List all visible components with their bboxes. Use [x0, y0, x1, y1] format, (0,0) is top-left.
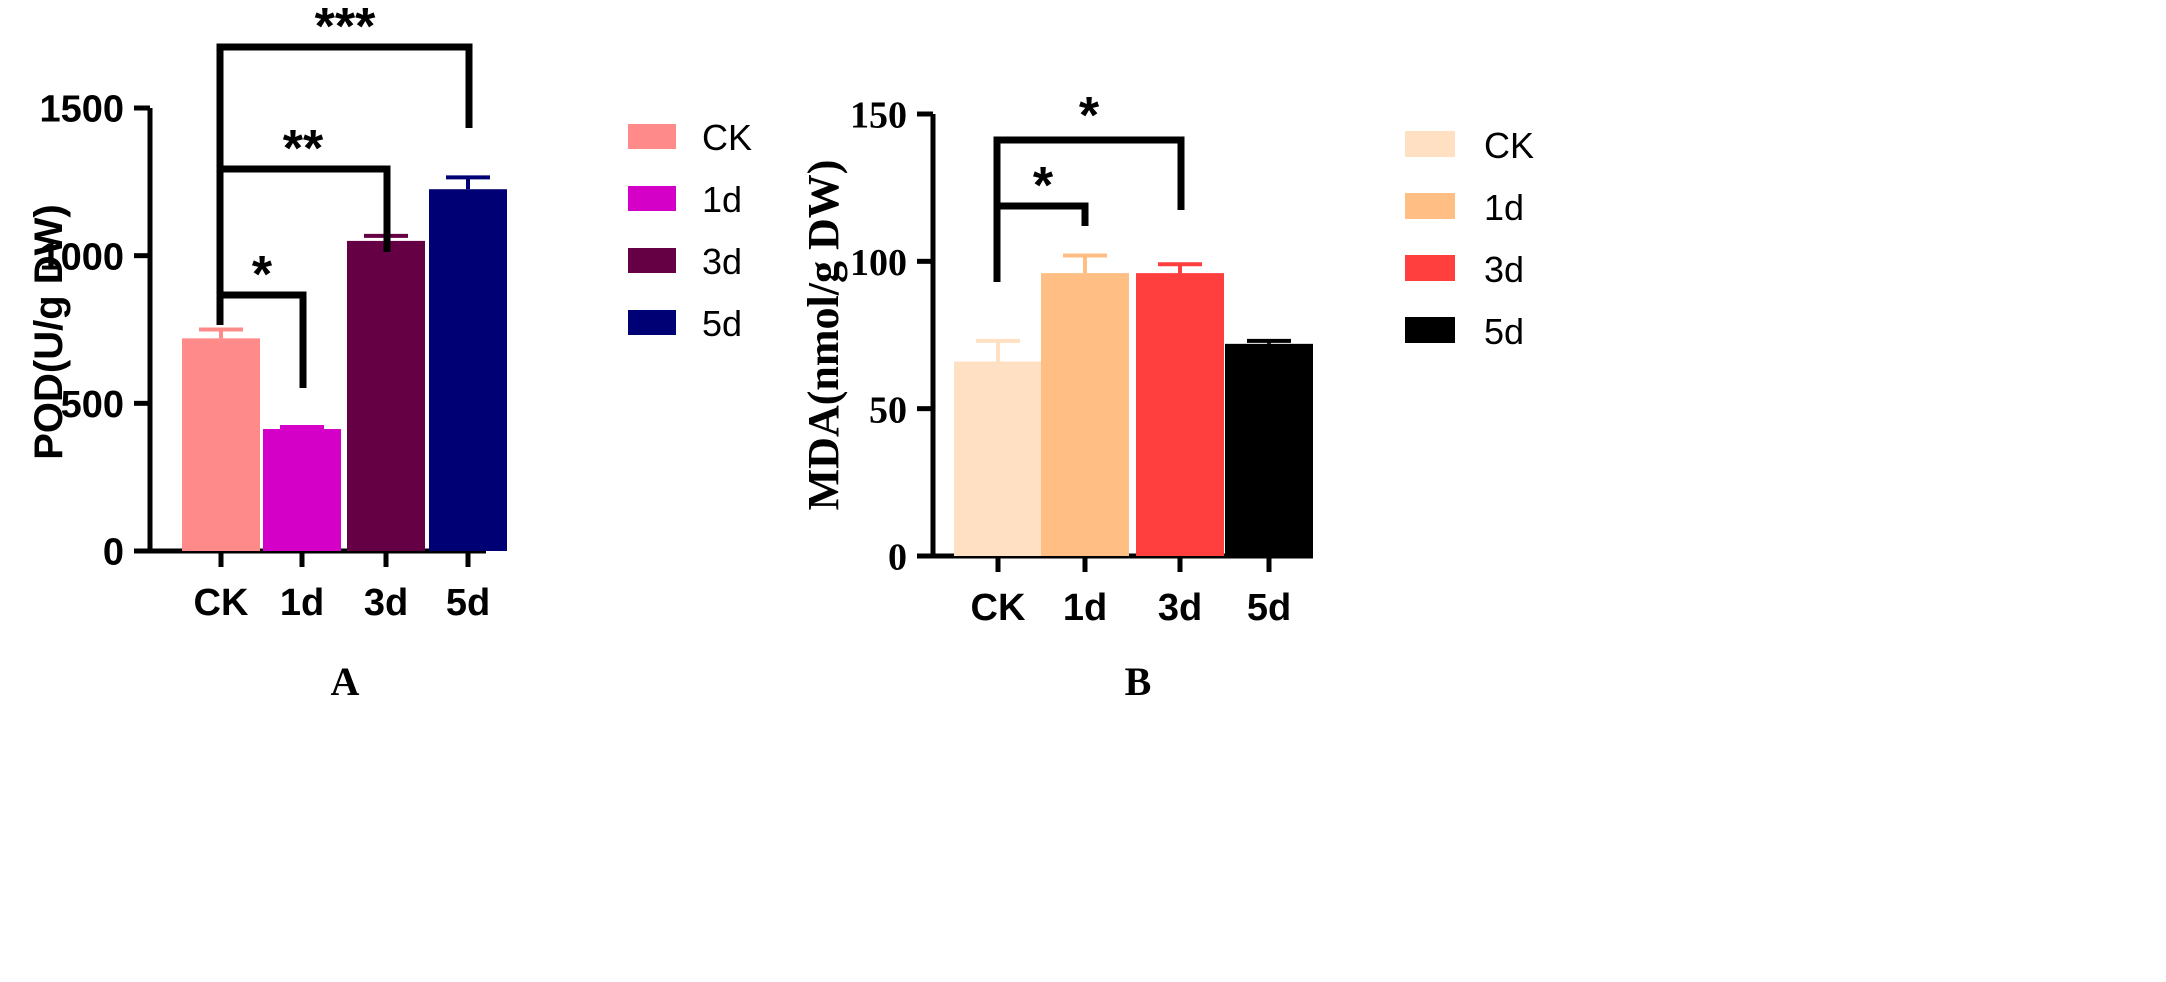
panel-b-legend-label-ck: CK — [1484, 125, 1534, 166]
a-y-tick-label: 1500 — [39, 89, 124, 131]
panel-a-legend-swatch-3d — [628, 248, 676, 273]
panel-a-legend-swatch-1d — [628, 186, 676, 211]
panel-b-legend-swatch-5d — [1405, 317, 1455, 343]
b-bar-5d — [1225, 343, 1313, 556]
panel-a-legend-label-ck: CK — [702, 117, 752, 158]
b-x-tick-label-ck: CK — [971, 587, 1026, 629]
panel-a-y-ticks: 0 500 1000 1500 — [39, 89, 150, 574]
panel-b-label: B — [1125, 659, 1152, 704]
a-bar-1d — [263, 429, 341, 551]
panel-a-legend-label-1d: 1d — [702, 179, 742, 220]
panel-a: POD(U/g DW) 0 500 1000 1500 CK 1d 3d 5d * ** *… — [27, 0, 752, 704]
b-y-tick-label: 50 — [869, 389, 907, 431]
panel-b-legend-swatch-ck — [1405, 131, 1455, 157]
b-y-tick-label: 0 — [888, 537, 907, 579]
b-x-tick-label-5d: 5d — [1247, 587, 1291, 629]
b-bar-1d — [1041, 273, 1129, 556]
panel-b-legend-swatch-1d — [1405, 193, 1455, 219]
panel-a-bracket-ck-3d — [216, 165, 391, 295]
panel-a-bracket-ck-5d — [216, 43, 473, 169]
a-x-tick-label-ck: CK — [194, 582, 249, 624]
panel-a-sig-label-1d: * — [252, 246, 273, 304]
panel-b-ylabel: MDA(nmol/g DW) — [799, 160, 848, 511]
a-bar-ck — [182, 338, 260, 551]
panel-a-legend-swatch-5d — [628, 310, 676, 335]
panel-a-legend-label-3d: 3d — [702, 241, 742, 282]
panel-b-sig-label-3d: * — [1079, 87, 1100, 145]
panel-a-bars — [182, 189, 507, 551]
panel-a-x-ticks: CK 1d 3d 5d — [194, 551, 490, 624]
panel-a-legend: CK 1d 3d 5d — [628, 117, 752, 344]
panel-b-legend-label-1d: 1d — [1484, 187, 1524, 228]
a-bar-3d — [347, 240, 425, 551]
panel-a-significance — [216, 43, 473, 388]
panel-b: MDA(nmol/g DW) 0 50 100 150 CK 1d 3d 5d * * CK… — [799, 87, 1534, 704]
a-x-tick-label-5d: 5d — [446, 582, 490, 624]
a-bar-5d — [429, 189, 507, 551]
panel-b-y-ticks: 0 50 100 150 — [850, 95, 933, 579]
a-x-tick-label-3d: 3d — [364, 582, 408, 624]
panel-b-significance — [993, 136, 1185, 282]
panel-b-bracket-ck-1d — [993, 202, 1089, 282]
a-y-tick-label: 500 — [61, 384, 124, 426]
panel-b-x-ticks: CK 1d 3d 5d — [971, 556, 1291, 629]
panel-b-legend-label-3d: 3d — [1484, 249, 1524, 290]
panel-b-sig-label-1d: * — [1033, 157, 1054, 215]
panel-b-legend-swatch-3d — [1405, 255, 1455, 281]
panel-a-legend-label-5d: 5d — [702, 303, 742, 344]
panel-a-ylabel: POD(U/g DW) — [27, 204, 71, 460]
b-y-tick-label: 150 — [850, 95, 907, 137]
a-x-tick-label-1d: 1d — [280, 582, 324, 624]
a-y-tick-label: 1000 — [39, 236, 124, 278]
panel-b-error-bars — [976, 253, 1291, 362]
panel-b-bracket-ck-3d — [993, 136, 1185, 210]
panel-a-legend-swatch-ck — [628, 124, 676, 149]
panel-a-sig-label-5d: *** — [315, 0, 376, 56]
panel-b-bars — [954, 273, 1313, 556]
panel-a-label: A — [331, 659, 360, 704]
b-bar-ck — [954, 361, 1042, 556]
b-x-tick-label-3d: 3d — [1158, 587, 1202, 629]
a-y-tick-label: 0 — [103, 532, 124, 574]
b-bar-3d — [1136, 273, 1224, 556]
panel-b-legend: CK 1d 3d 5d — [1405, 125, 1534, 352]
panel-a-bracket-ck-1d — [216, 291, 307, 388]
b-y-tick-label: 100 — [850, 242, 907, 284]
b-x-tick-label-1d: 1d — [1063, 587, 1107, 629]
panel-b-legend-label-5d: 5d — [1484, 311, 1524, 352]
panel-a-sig-label-3d: ** — [283, 120, 324, 178]
